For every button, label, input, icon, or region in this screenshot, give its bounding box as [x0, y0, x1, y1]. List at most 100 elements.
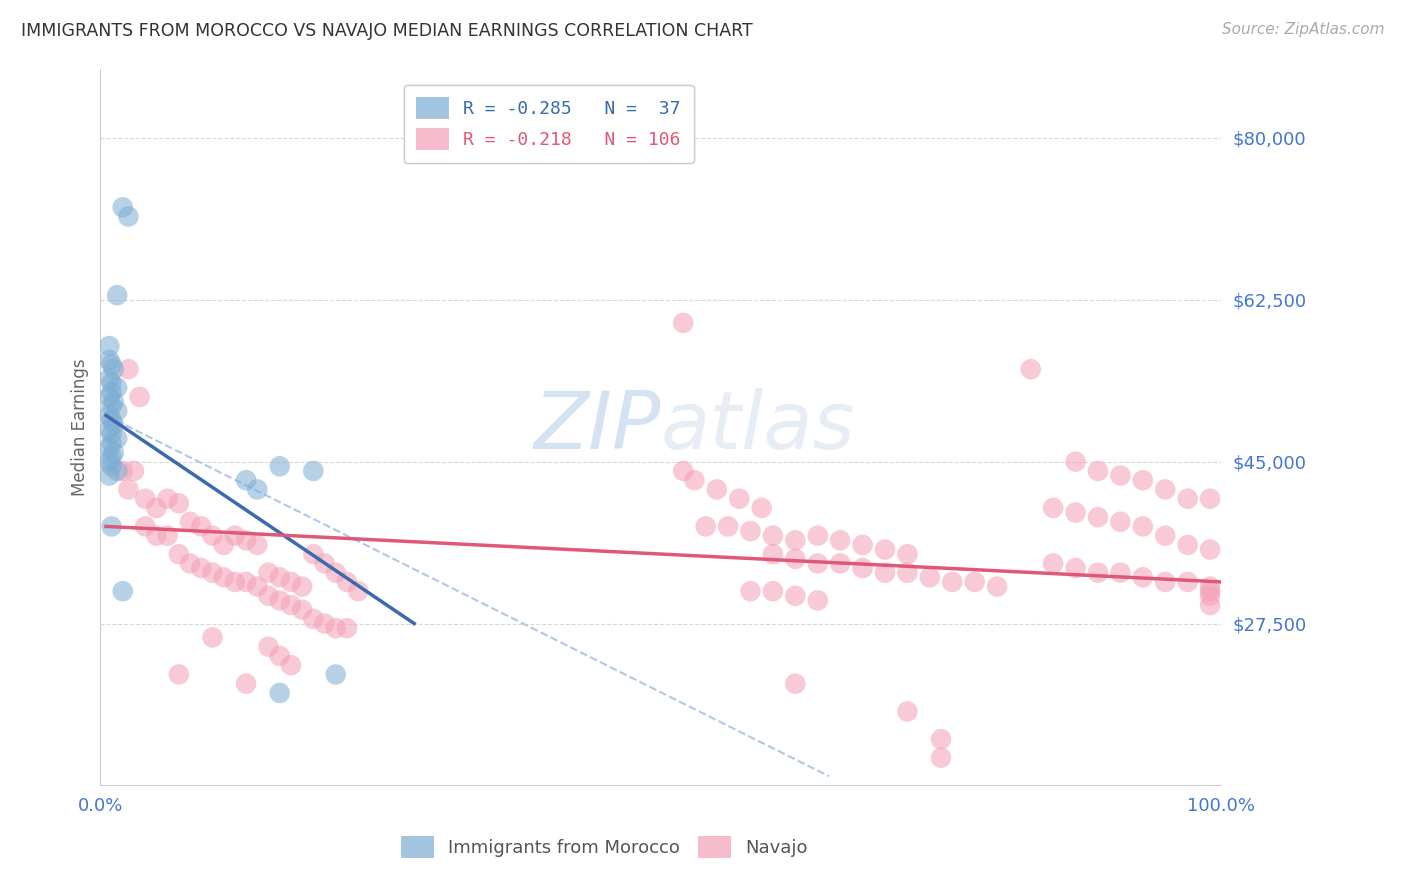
Point: [1109, 515, 1132, 529]
Point: [190, 561, 212, 575]
Point: [314, 616, 336, 631]
Point: [145, 500, 167, 515]
Point: [302, 612, 325, 626]
Point: [212, 570, 235, 584]
Point: [105, 288, 128, 302]
Point: [830, 533, 852, 548]
Point: [896, 547, 918, 561]
Point: [105, 432, 128, 446]
Point: [111, 584, 134, 599]
Point: [117, 210, 139, 224]
Point: [963, 574, 986, 589]
Point: [896, 705, 918, 719]
Point: [1064, 506, 1087, 520]
Point: [257, 589, 280, 603]
Point: [347, 584, 370, 599]
Point: [683, 473, 706, 487]
Point: [1087, 566, 1109, 580]
Point: [807, 529, 830, 543]
Text: atlas: atlas: [661, 388, 856, 466]
Y-axis label: Median Earnings: Median Earnings: [72, 359, 89, 496]
Point: [1199, 491, 1222, 506]
Point: [190, 519, 212, 533]
Point: [100, 459, 122, 474]
Point: [325, 621, 347, 635]
Point: [695, 519, 717, 533]
Point: [98, 422, 121, 436]
Point: [1154, 483, 1177, 497]
Point: [98, 339, 121, 353]
Point: [111, 464, 134, 478]
Point: [235, 533, 257, 548]
Point: [1132, 570, 1154, 584]
Text: IMMIGRANTS FROM MOROCCO VS NAVAJO MEDIAN EARNINGS CORRELATION CHART: IMMIGRANTS FROM MOROCCO VS NAVAJO MEDIAN…: [21, 22, 752, 40]
Point: [1199, 598, 1222, 612]
Point: [269, 686, 291, 700]
Point: [785, 533, 807, 548]
Point: [134, 519, 156, 533]
Point: [128, 390, 150, 404]
Point: [1154, 574, 1177, 589]
Point: [1177, 538, 1199, 552]
Point: [336, 621, 359, 635]
Point: [1087, 464, 1109, 478]
Point: [1109, 468, 1132, 483]
Point: [103, 362, 125, 376]
Point: [1042, 500, 1064, 515]
Point: [98, 409, 121, 423]
Point: [246, 483, 269, 497]
Point: [1154, 529, 1177, 543]
Point: [852, 538, 875, 552]
Point: [785, 551, 807, 566]
Point: [117, 483, 139, 497]
Point: [212, 538, 235, 552]
Point: [280, 598, 302, 612]
Point: [257, 566, 280, 580]
Text: ZIP: ZIP: [533, 388, 661, 466]
Point: [179, 557, 201, 571]
Point: [852, 561, 875, 575]
Text: Source: ZipAtlas.com: Source: ZipAtlas.com: [1222, 22, 1385, 37]
Point: [100, 376, 122, 390]
Point: [302, 547, 325, 561]
Point: [167, 496, 190, 510]
Point: [1132, 519, 1154, 533]
Point: [1064, 455, 1087, 469]
Point: [103, 394, 125, 409]
Point: [918, 570, 941, 584]
Point: [235, 473, 257, 487]
Point: [224, 574, 246, 589]
Point: [873, 542, 896, 557]
Point: [807, 593, 830, 607]
Point: [98, 352, 121, 367]
Point: [325, 566, 347, 580]
Point: [896, 566, 918, 580]
Point: [111, 200, 134, 214]
Point: [100, 436, 122, 450]
Point: [751, 500, 773, 515]
Point: [314, 557, 336, 571]
Point: [1177, 574, 1199, 589]
Point: [100, 519, 122, 533]
Point: [100, 450, 122, 464]
Legend: Immigrants from Morocco, Navajo: Immigrants from Morocco, Navajo: [394, 829, 815, 865]
Point: [145, 529, 167, 543]
Point: [302, 464, 325, 478]
Point: [156, 491, 179, 506]
Point: [103, 417, 125, 432]
Point: [98, 441, 121, 455]
Point: [269, 593, 291, 607]
Point: [672, 464, 695, 478]
Point: [105, 381, 128, 395]
Point: [1109, 566, 1132, 580]
Point: [201, 566, 224, 580]
Point: [1199, 584, 1222, 599]
Point: [740, 584, 762, 599]
Point: [156, 529, 179, 543]
Point: [325, 667, 347, 681]
Point: [1132, 473, 1154, 487]
Point: [269, 459, 291, 474]
Point: [269, 570, 291, 584]
Point: [235, 676, 257, 690]
Point: [246, 538, 269, 552]
